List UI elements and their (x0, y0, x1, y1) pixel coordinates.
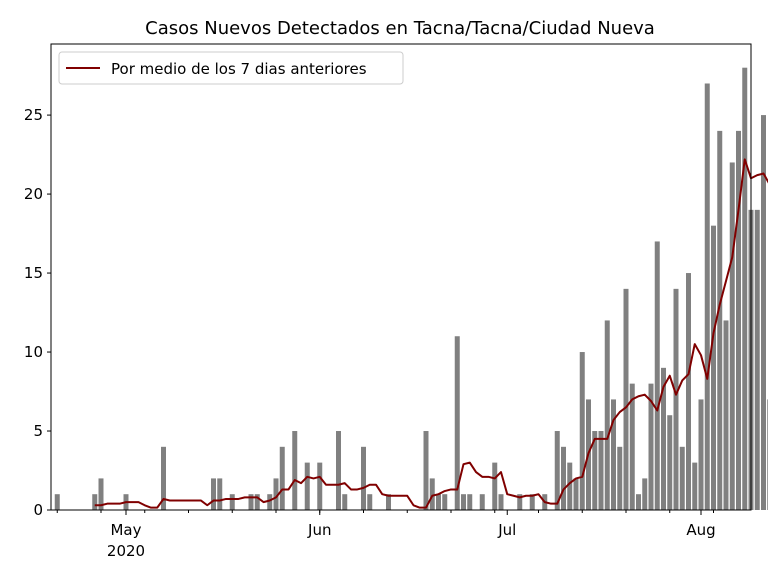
bar (479, 494, 485, 510)
bar (692, 462, 698, 510)
bar (604, 320, 610, 510)
y-tick-label: 20 (24, 185, 43, 203)
bar (723, 320, 729, 510)
bar (617, 446, 623, 510)
bar (742, 67, 748, 510)
bar (54, 494, 60, 510)
x-tick-label: Jul (497, 521, 516, 539)
bar (623, 288, 629, 510)
bar (304, 462, 310, 510)
bar (517, 494, 523, 510)
y-tick-label: 15 (24, 264, 43, 282)
bar (279, 446, 285, 510)
bar (254, 494, 260, 510)
legend: Por medio de los 7 dias anteriores (58, 51, 404, 85)
bar (386, 494, 391, 510)
x-tick-label: May (110, 521, 141, 539)
moving-average-line (94, 158, 768, 509)
bar (317, 462, 323, 510)
x-tick-label: Jun (307, 521, 331, 539)
bar (554, 431, 560, 510)
x-tick-label: Aug (686, 521, 715, 539)
bar (661, 367, 666, 510)
bar (248, 494, 254, 510)
y-axis: 0 5 10 15 20 25 (24, 106, 51, 519)
bar (717, 130, 723, 510)
bar (673, 288, 679, 510)
bar (679, 446, 685, 510)
bar (436, 494, 441, 510)
chart-title: Casos Nuevos Detectados en Tacna/Tacna/C… (145, 18, 655, 39)
bar (598, 431, 604, 510)
bar (711, 225, 716, 510)
line-series (94, 158, 768, 509)
bar (423, 431, 429, 510)
y-tick-label: 5 (33, 422, 43, 440)
bar (217, 478, 223, 510)
bar (367, 494, 373, 510)
y-tick-label: 0 (33, 501, 43, 519)
bar (429, 478, 435, 510)
bar (211, 478, 216, 510)
bar (729, 162, 735, 510)
bar (567, 462, 573, 510)
bar (654, 241, 660, 510)
bar (667, 415, 673, 510)
bar (442, 494, 448, 510)
bar (267, 494, 273, 510)
legend-box (58, 51, 404, 85)
y-tick-label: 25 (24, 106, 43, 124)
bar (573, 478, 579, 510)
bar (686, 273, 691, 510)
x-tick-sublabel: 2020 (107, 542, 145, 560)
bar (611, 399, 616, 510)
bar (636, 494, 641, 510)
bar (492, 462, 498, 510)
bar (467, 494, 473, 510)
y-tick-label: 10 (24, 343, 43, 361)
bar (561, 446, 566, 510)
bar (361, 446, 366, 510)
bar (754, 209, 760, 511)
bar (761, 115, 766, 510)
bar (342, 494, 348, 510)
bar (161, 446, 166, 510)
bar (704, 83, 710, 511)
bar (498, 494, 504, 510)
bar (454, 336, 460, 510)
bar (336, 431, 341, 510)
bar (461, 494, 466, 510)
bar (273, 478, 279, 510)
bar-series (54, 67, 768, 511)
bar (98, 478, 104, 510)
x-axis: May 2020 Jun Jul Aug (56, 510, 716, 560)
bar (648, 383, 654, 510)
bar (642, 478, 648, 510)
plot-frame (50, 43, 752, 511)
bar (529, 494, 535, 510)
bar (629, 383, 635, 510)
bar (698, 399, 704, 510)
legend-label: Por medio de los 7 dias anteriores (111, 60, 367, 78)
bar (579, 352, 585, 510)
bar (592, 431, 598, 510)
bar (92, 494, 98, 510)
bar (736, 130, 741, 510)
bar (292, 431, 298, 510)
bar (229, 494, 235, 510)
